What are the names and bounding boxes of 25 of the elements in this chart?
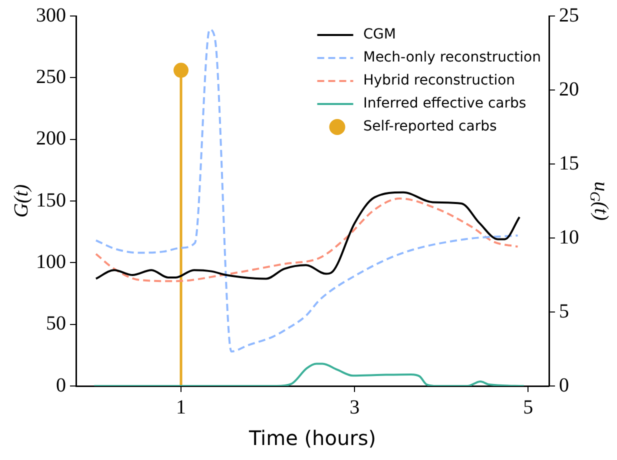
y-tick-label: 50 (46, 312, 66, 335)
x-tick-label: 3 (350, 396, 360, 418)
line-series (93, 362, 525, 386)
y2-tick-label: 15 (559, 152, 579, 174)
x-axis-title: Time (hours) (248, 426, 376, 450)
y-axis-title: G(t) (10, 184, 32, 218)
legend-label: Inferred effective carbs (363, 96, 526, 112)
y-tick-label: 300 (36, 4, 66, 26)
y2-tick-label: 5 (559, 300, 569, 322)
y2-tick-label: 25 (559, 4, 579, 26)
y-tick-label: 250 (36, 66, 66, 88)
x-tick-label: 5 (523, 396, 534, 418)
legend-label: CGM (363, 26, 396, 43)
x-tick-label: 1 (176, 396, 186, 418)
y-tick-label: 0 (56, 374, 66, 396)
legend-label: Mech-only reconstruction (363, 50, 542, 66)
y2-tick-label: 20 (559, 78, 579, 100)
y-tick-label: 150 (36, 189, 66, 212)
y-tick-label: 100 (36, 250, 66, 273)
y2-tick-label: 0 (559, 374, 569, 396)
y2-tick-label: 10 (559, 226, 579, 248)
y2-axis-title: uG(t) (586, 182, 612, 221)
y-tick-label: 200 (36, 128, 66, 150)
legend-label: Self-reported carbs (363, 118, 497, 135)
legend-label: Hybrid reconstruction (363, 72, 516, 89)
